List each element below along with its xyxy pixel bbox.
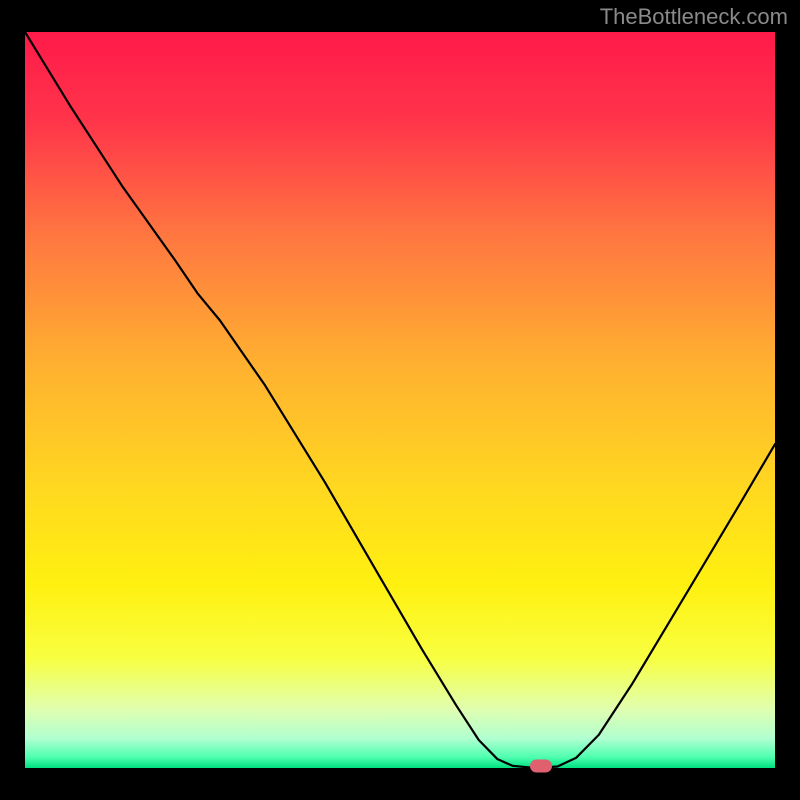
bottleneck-curve: [25, 32, 775, 768]
optimal-marker: [530, 759, 552, 772]
plot-area: [25, 32, 775, 768]
attribution-text: TheBottleneck.com: [600, 4, 788, 30]
